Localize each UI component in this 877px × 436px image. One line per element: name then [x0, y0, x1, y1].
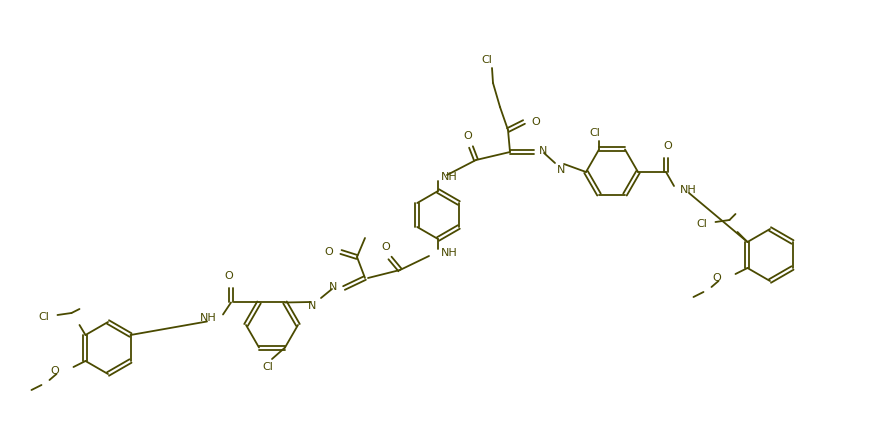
Text: N: N	[329, 282, 337, 292]
Text: NH: NH	[680, 185, 696, 195]
Text: N: N	[557, 165, 566, 175]
Text: N: N	[539, 146, 547, 156]
Text: O: O	[664, 141, 673, 151]
Text: Cl: Cl	[481, 55, 493, 65]
Text: NH: NH	[200, 313, 217, 324]
Text: N: N	[308, 301, 316, 311]
Text: O: O	[51, 366, 60, 376]
Text: O: O	[464, 131, 473, 141]
Text: Cl: Cl	[589, 129, 601, 139]
Text: O: O	[381, 242, 390, 252]
Text: Cl: Cl	[262, 362, 274, 372]
Text: Cl: Cl	[696, 219, 708, 229]
Text: NH: NH	[441, 172, 458, 182]
Text: NH: NH	[441, 248, 458, 258]
Text: Cl: Cl	[39, 312, 49, 322]
Text: O: O	[713, 273, 722, 283]
Text: O: O	[324, 247, 333, 257]
Text: O: O	[531, 117, 539, 127]
Text: O: O	[225, 272, 233, 282]
